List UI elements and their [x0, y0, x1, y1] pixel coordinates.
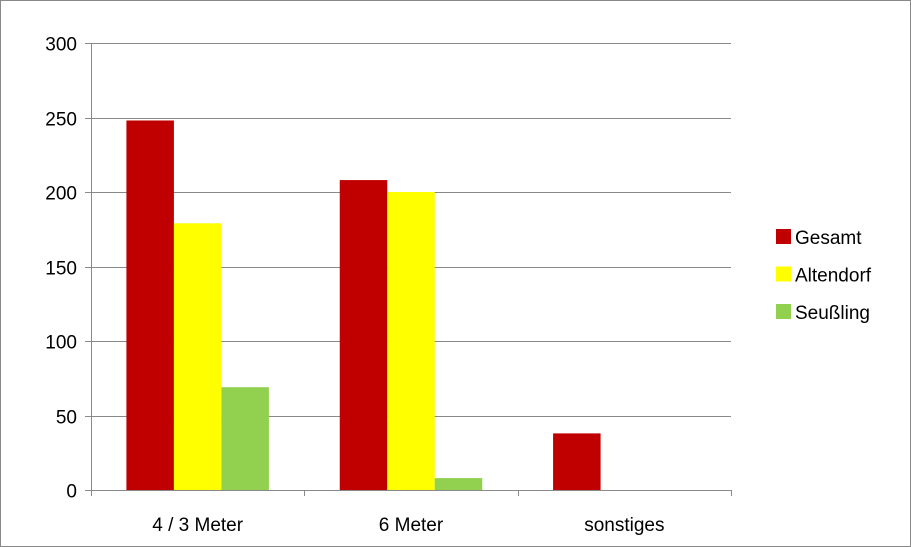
- legend-swatch-seußling: [776, 304, 791, 319]
- bars: [126, 120, 601, 491]
- legend-swatch-altendorf: [776, 266, 791, 282]
- y-tick-labels: 0 50 100 150 200 250 300: [45, 35, 77, 503]
- x-category-label: sonstiges: [584, 515, 664, 536]
- legend-label-seußling: Seußling: [795, 303, 870, 324]
- bar-gesamt-1: [126, 120, 174, 490]
- legend-label-gesamt: Gesamt: [795, 228, 862, 249]
- bar-gesamt-2: [339, 180, 388, 490]
- bar-altendorf-1: [173, 223, 222, 491]
- bar-seußling-2: [434, 478, 483, 490]
- legend: Gesamt Altendorf Seußling: [776, 228, 872, 324]
- axes: [85, 43, 732, 496]
- y-tick-label: 300: [45, 35, 77, 56]
- legend-label-altendorf: Altendorf: [795, 266, 872, 287]
- legend-swatch-gesamt: [776, 229, 791, 244]
- x-category-label: 6 Meter: [379, 515, 444, 536]
- y-tick-label: 200: [45, 184, 77, 205]
- y-tick-label: 250: [45, 110, 77, 131]
- bar-altendorf-2: [387, 192, 435, 490]
- bar-seußling-1: [221, 387, 269, 490]
- x-category-label: 4 / 3 Meter: [152, 515, 243, 536]
- y-tick-label: 0: [66, 482, 77, 503]
- y-tick-label: 150: [45, 259, 77, 280]
- y-tick-label: 50: [56, 408, 77, 429]
- x-category-labels: 4 / 3 Meter 6 Meter sonstiges: [152, 515, 664, 536]
- bar-gesamt-3: [553, 433, 601, 490]
- y-tick-label: 100: [45, 333, 77, 354]
